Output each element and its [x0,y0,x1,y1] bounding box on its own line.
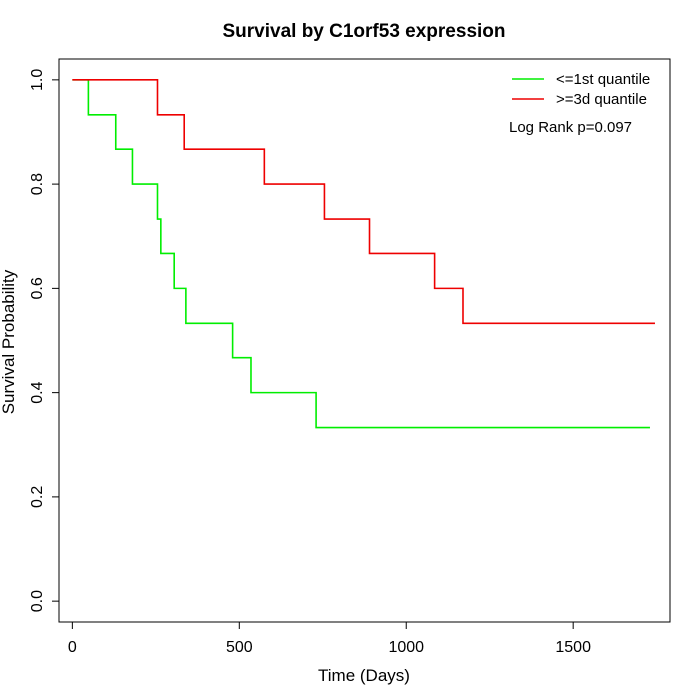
y-axis: 0.0 0.2 0.4 0.6 0.8 1.0 [29,69,60,612]
y-axis-label: Survival Probability [0,269,18,414]
y-tick-label: 0.2 [29,486,46,508]
legend: <=1st quantile >=3d quantile [512,71,650,108]
legend-label: >=3d quantile [556,91,647,108]
y-tick-label: 0.6 [29,277,46,299]
x-tick-label: 1000 [388,639,424,656]
y-tick-label: 1.0 [29,69,46,91]
x-tick-label: 0 [68,639,77,656]
series-line-2 [72,79,655,325]
x-axis: 0 500 1000 1500 [68,621,591,656]
logrank-annotation: Log Rank p=0.097 [509,119,632,136]
x-axis-label: Time (Days) [318,666,410,685]
y-tick-label: 0.0 [29,590,46,612]
legend-label: <=1st quantile [556,71,650,88]
y-tick-label: 0.8 [29,173,46,195]
x-tick-label: 1500 [555,639,591,656]
chart-title: Survival by C1orf53 expression [222,21,505,42]
series-line-1 [72,79,650,429]
x-tick-label: 500 [226,639,253,656]
plot-frame [58,58,671,623]
series-layer [72,79,655,429]
y-tick-label: 0.4 [29,381,46,403]
